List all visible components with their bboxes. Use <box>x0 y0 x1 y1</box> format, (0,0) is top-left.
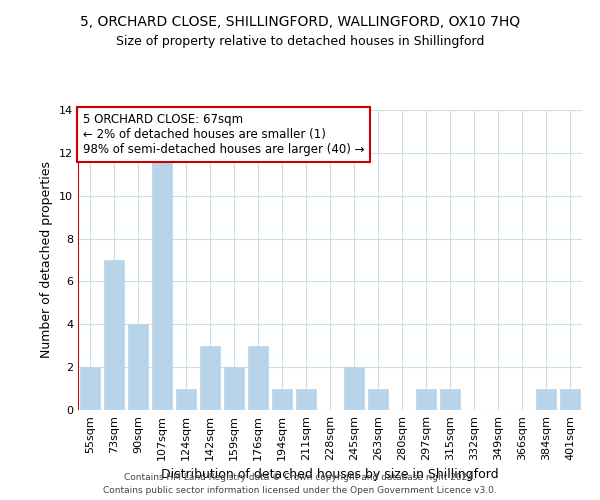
Bar <box>536 388 556 410</box>
Text: 5 ORCHARD CLOSE: 67sqm
← 2% of detached houses are smaller (1)
98% of semi-detac: 5 ORCHARD CLOSE: 67sqm ← 2% of detached … <box>83 113 365 156</box>
Bar <box>560 388 580 410</box>
Bar <box>416 388 436 410</box>
Bar <box>80 367 100 410</box>
Bar <box>248 346 268 410</box>
Bar <box>296 388 316 410</box>
Bar <box>272 388 292 410</box>
Bar <box>440 388 460 410</box>
Bar <box>176 388 196 410</box>
Text: Contains HM Land Registry data © Crown copyright and database right 2024.
Contai: Contains HM Land Registry data © Crown c… <box>103 474 497 495</box>
Bar <box>128 324 148 410</box>
Bar <box>200 346 220 410</box>
Bar <box>152 153 172 410</box>
X-axis label: Distribution of detached houses by size in Shillingford: Distribution of detached houses by size … <box>161 468 499 481</box>
Text: Size of property relative to detached houses in Shillingford: Size of property relative to detached ho… <box>116 35 484 48</box>
Bar <box>224 367 244 410</box>
Y-axis label: Number of detached properties: Number of detached properties <box>40 162 53 358</box>
Bar <box>368 388 388 410</box>
Bar <box>344 367 364 410</box>
Bar <box>104 260 124 410</box>
Text: 5, ORCHARD CLOSE, SHILLINGFORD, WALLINGFORD, OX10 7HQ: 5, ORCHARD CLOSE, SHILLINGFORD, WALLINGF… <box>80 15 520 29</box>
